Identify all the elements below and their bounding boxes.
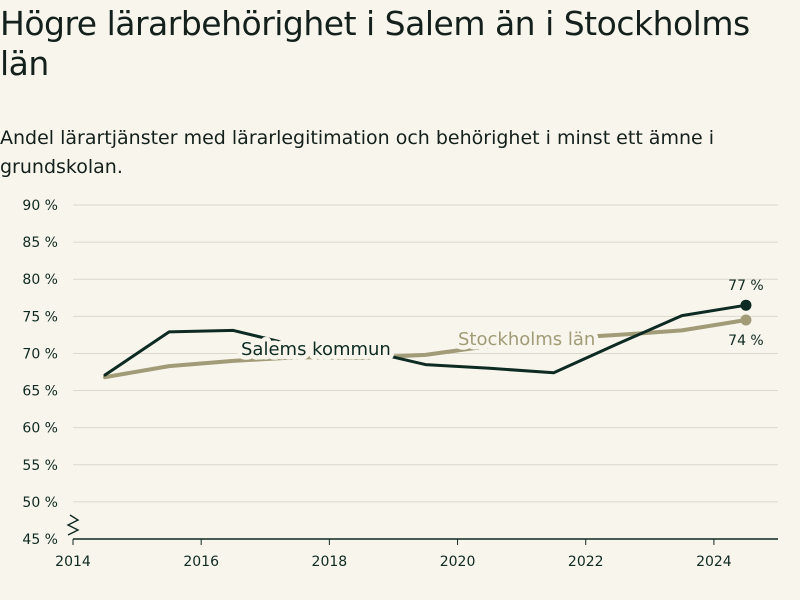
x-tick-label: 2018 [312, 554, 348, 570]
series-label-salem: Salems kommun [241, 339, 391, 360]
y-tick-label: 45 % [22, 532, 58, 548]
y-tick-label: 55 % [22, 458, 58, 474]
y-tick-label: 70 % [22, 346, 58, 362]
x-tick-label: 2022 [568, 554, 604, 570]
chart-subtitle: Andel lärartjänster med lärarlegitimatio… [0, 127, 715, 178]
y-tick-label: 75 % [22, 309, 58, 325]
series-label-stockholm: Stockholms län [458, 329, 595, 350]
end-label-salem: 77 % [728, 278, 764, 294]
y-tick-label: 90 % [22, 198, 58, 214]
end-label-stockholm: 74 % [728, 333, 764, 349]
end-point-stockholm [740, 314, 752, 326]
series-line-salem [103, 303, 748, 377]
y-tick-label: 65 % [22, 384, 58, 400]
end-point-salem [740, 299, 752, 311]
x-tick-label: 2016 [183, 554, 219, 570]
x-tick-label: 2014 [55, 554, 91, 570]
y-tick-label: 60 % [22, 421, 58, 437]
y-tick-label: 80 % [22, 272, 58, 288]
y-tick-label: 85 % [22, 235, 58, 251]
y-tick-label: 50 % [22, 495, 58, 511]
x-tick-label: 2020 [440, 554, 476, 570]
chart-title: Högre lärarbehörighet i Salem än i Stock… [0, 4, 750, 83]
axis-break-icon [66, 514, 80, 536]
x-tick-label: 2024 [696, 554, 732, 570]
